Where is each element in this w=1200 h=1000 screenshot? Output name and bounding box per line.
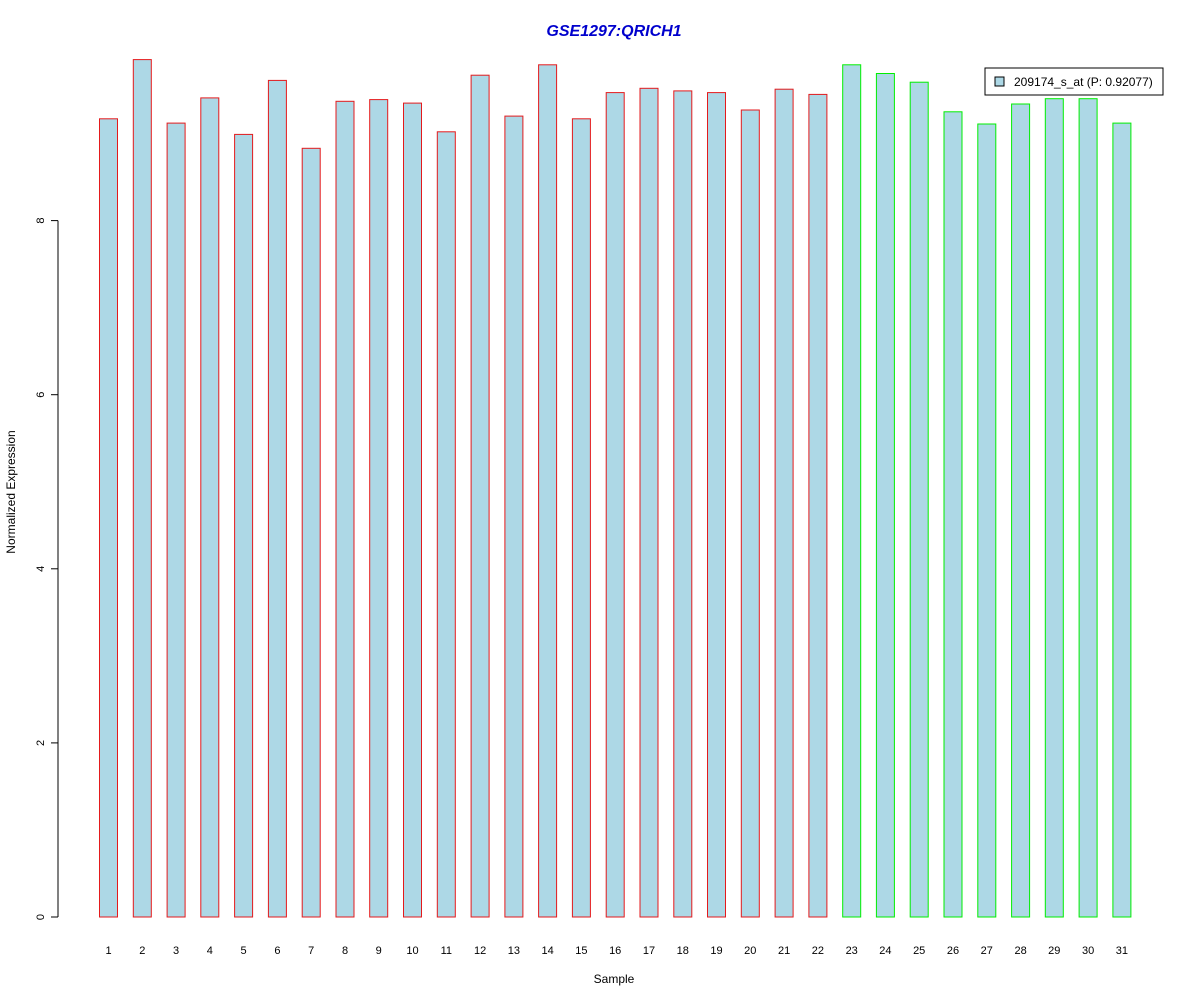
chart-title: GSE1297:QRICH1 xyxy=(546,23,681,40)
bar-sample-28 xyxy=(1011,103,1031,918)
y-axis-label: Normalized Expression xyxy=(4,430,18,553)
bar-sample-15 xyxy=(571,118,591,918)
bar-sample-2 xyxy=(132,59,152,918)
bar-sample-4 xyxy=(200,97,220,918)
x-tick-label: 25 xyxy=(913,945,925,957)
bars xyxy=(99,59,1132,918)
bar-sample-27 xyxy=(977,123,997,918)
x-tick-label: 18 xyxy=(677,945,689,957)
x-tick-label: 11 xyxy=(441,945,452,957)
x-tick-label: 6 xyxy=(274,945,280,957)
bar-sample-21 xyxy=(774,88,794,918)
bar-sample-23 xyxy=(842,64,862,918)
x-tick-label: 17 xyxy=(643,945,655,957)
bar-sample-30 xyxy=(1078,98,1098,918)
bar-sample-3 xyxy=(166,122,186,918)
bar-sample-24 xyxy=(875,73,895,918)
x-tick-label: 5 xyxy=(241,945,247,957)
x-tick-label: 15 xyxy=(575,945,587,957)
bar-sample-20 xyxy=(740,109,760,918)
bar-sample-10 xyxy=(403,102,422,918)
y-tick-label: 4 xyxy=(35,566,47,572)
x-tick-label: 14 xyxy=(541,945,553,957)
bar-sample-13 xyxy=(504,115,524,918)
y-tick-label: 6 xyxy=(35,392,47,398)
x-tick-label: 16 xyxy=(609,945,621,957)
y-tick-label: 2 xyxy=(35,740,47,746)
x-tick-label: 10 xyxy=(406,945,418,957)
x-tick-label: 23 xyxy=(846,945,858,957)
bar-sample-22 xyxy=(808,93,828,918)
bar-sample-9 xyxy=(369,99,389,918)
x-tick-label: 4 xyxy=(207,945,213,957)
bar-sample-26 xyxy=(943,111,963,918)
bar-sample-1 xyxy=(99,118,118,918)
y-tick-label: 0 xyxy=(35,914,47,920)
legend: 209174_s_at (P: 0.92077) xyxy=(984,67,1164,96)
x-tick-label: 22 xyxy=(812,945,824,957)
x-tick-label: 28 xyxy=(1014,945,1026,957)
bar-sample-25 xyxy=(909,81,929,918)
x-tick-label: 2 xyxy=(139,945,145,957)
x-tick-label: 13 xyxy=(508,945,520,957)
x-tick-label: 31 xyxy=(1116,945,1128,957)
legend-swatch xyxy=(994,76,1005,87)
x-tick-label: 30 xyxy=(1082,945,1094,957)
x-tick-label: 3 xyxy=(173,945,179,957)
x-tick-label: 21 xyxy=(778,945,790,957)
bar-sample-5 xyxy=(234,133,254,918)
x-tick-label: 29 xyxy=(1048,945,1060,957)
x-tick-label: 12 xyxy=(474,945,486,957)
bar-sample-12 xyxy=(470,74,490,918)
bar-sample-8 xyxy=(335,100,355,918)
bar-sample-6 xyxy=(267,79,287,918)
bar-sample-17 xyxy=(639,87,659,918)
y-tick-label: 8 xyxy=(35,218,47,224)
bar-sample-16 xyxy=(605,92,625,918)
x-tick-label: 27 xyxy=(981,945,993,957)
x-tick-label: 7 xyxy=(308,945,314,957)
legend-label: 209174_s_at (P: 0.92077) xyxy=(1014,75,1153,89)
bar-sample-7 xyxy=(301,147,321,918)
x-tick-label: 9 xyxy=(376,945,382,957)
bar-sample-31 xyxy=(1112,122,1132,918)
x-axis-tick-labels: 1 2 3 4 5 6 7 8 9 10 11 12 13 14 15 16 17 18 19 20 21 22 23 24 2… xyxy=(105,945,1128,957)
bar-sample-14 xyxy=(538,64,558,918)
bar-sample-19 xyxy=(707,92,726,918)
x-tick-label: 20 xyxy=(744,945,756,957)
x-tick-label: 24 xyxy=(879,945,891,957)
bar-sample-18 xyxy=(673,90,693,918)
y-axis: 0 2 4 6 8 xyxy=(35,218,59,920)
bar-sample-11 xyxy=(436,131,456,918)
x-tick-label: 1 xyxy=(105,945,111,957)
bar-sample-29 xyxy=(1044,98,1064,918)
legend-box xyxy=(984,67,1164,96)
x-tick-label: 19 xyxy=(710,945,722,957)
x-tick-label: 26 xyxy=(947,945,959,957)
x-axis-label: Sample xyxy=(594,972,635,986)
x-tick-label: 8 xyxy=(342,945,348,957)
